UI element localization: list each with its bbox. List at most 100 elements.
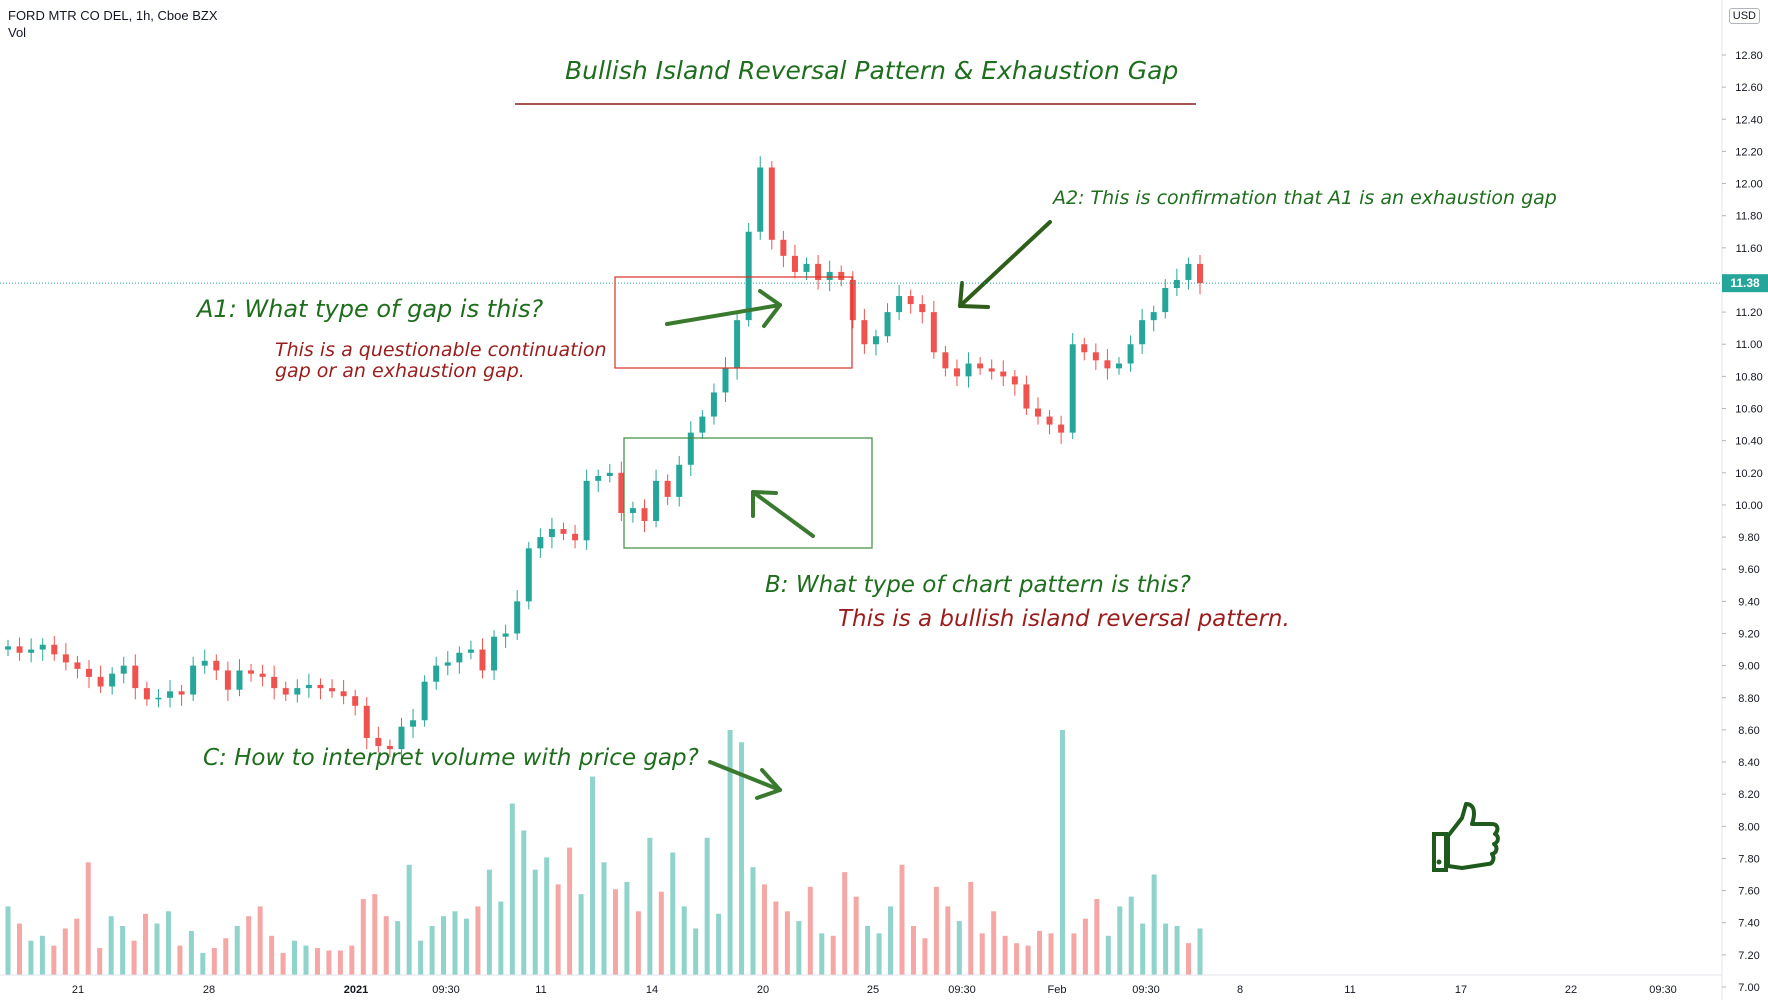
volume-bar: [177, 945, 183, 975]
candle-body: [953, 368, 960, 377]
volume-bar: [257, 906, 263, 975]
volume-bar: [395, 921, 401, 975]
volume-bar: [612, 889, 618, 975]
arrow-to-island: [751, 490, 815, 538]
volume-bar: [314, 948, 320, 975]
candle-body: [768, 167, 775, 240]
candle-body: [271, 676, 278, 689]
c-question: C: How to interpret volume with price ga…: [203, 745, 699, 771]
candle-body: [872, 336, 879, 345]
price-tick-label: 12.40: [1735, 114, 1763, 126]
volume-bar: [624, 881, 630, 975]
candle-body: [1127, 344, 1134, 364]
volume-bar: [211, 948, 217, 975]
volume-bar: [223, 938, 229, 975]
price-axis: 7.00 7.20 7.40 7.60 7.80 8.00 8.20 8.40 8.60 8.80…: [1721, 0, 1768, 1000]
a1-answer-line2: gap or an exhaustion gap.: [275, 360, 525, 382]
candle-body: [421, 681, 428, 721]
volume-bar: [74, 918, 80, 975]
volume-bar: [739, 742, 745, 975]
candle-body: [386, 745, 393, 750]
symbol-legend[interactable]: FORD MTR CO DEL, 1h, Cboe BZX: [8, 8, 218, 23]
volume-bar: [601, 862, 607, 975]
arrow-to-volume: [708, 760, 782, 800]
volume-bar: [16, 923, 22, 975]
volume-bar: [888, 906, 894, 975]
candle-body: [641, 508, 648, 521]
candle-body: [710, 392, 717, 417]
candle-body: [780, 239, 787, 256]
a2-annotation: A2: This is confirmation that A1 is an e…: [1053, 187, 1557, 209]
candle-body: [988, 368, 995, 372]
volume-bar: [1071, 933, 1077, 975]
price-tick-label: 12.80: [1735, 50, 1763, 62]
volume-legend[interactable]: Vol: [8, 25, 27, 40]
volume-bar: [326, 950, 332, 975]
candle-body: [1185, 263, 1192, 280]
volume-bar: [761, 884, 767, 975]
gap-highlight-box: [614, 276, 853, 369]
candle-body: [1150, 312, 1157, 321]
volume-bar: [842, 872, 848, 975]
candle-body: [664, 480, 671, 497]
candle-body: [224, 670, 231, 690]
price-tick-label: 11.20: [1736, 307, 1763, 319]
candle-body: [155, 697, 162, 700]
price-tick-label: 9.20: [1738, 628, 1759, 640]
volume-bar: [28, 940, 34, 975]
candle-body: [525, 548, 532, 602]
price-tick-label: 11.60: [1736, 243, 1763, 255]
volume-bar: [1025, 945, 1031, 975]
price-tick-label: 7.00: [1738, 982, 1759, 994]
candle-body: [86, 668, 93, 677]
volume-bar: [406, 864, 412, 975]
volume-bar: [303, 945, 309, 975]
volume-bar: [819, 933, 825, 975]
candle-body: [699, 416, 706, 433]
candle-body: [1092, 352, 1099, 361]
candle-body: [398, 726, 405, 750]
volume-bar: [200, 952, 206, 975]
candle-body: [977, 363, 984, 369]
price-tick-label: 7.80: [1738, 853, 1759, 865]
candle-body: [143, 688, 150, 700]
price-tick-label: 11.00: [1736, 339, 1763, 351]
time-tick-label: 11: [1344, 984, 1355, 996]
price-tick-label: 8.00: [1738, 821, 1759, 833]
candle-body: [826, 271, 833, 280]
volume-bar: [796, 921, 802, 975]
candle-body: [583, 480, 590, 541]
candle-body: [236, 670, 243, 690]
currency-badge[interactable]: USD: [1728, 8, 1760, 24]
time-tick-label: 17: [1455, 984, 1467, 996]
candle-body: [676, 464, 683, 497]
price-tick-label: 12.00: [1735, 179, 1763, 191]
candle-body: [467, 649, 474, 653]
time-tick-label: 11: [535, 984, 546, 996]
candle-body: [259, 673, 266, 677]
candle-body: [213, 660, 220, 671]
island-highlight-box: [623, 437, 873, 549]
candle-body: [1000, 371, 1007, 377]
volume-bar: [429, 926, 435, 975]
volume-bar: [899, 864, 905, 975]
a1-answer-line1: This is a questionable continuation: [275, 339, 607, 361]
volume-bar: [188, 930, 194, 975]
volume-bar: [532, 869, 538, 975]
candle-body: [74, 662, 81, 669]
candle-body: [305, 684, 312, 689]
chart-title-annotation: Bullish Island Reversal Pattern & Exhaus…: [565, 56, 1179, 85]
volume-bar: [246, 916, 252, 975]
candle-body: [28, 649, 35, 653]
price-tick-label: 10.40: [1735, 436, 1763, 448]
candle-body: [734, 320, 741, 369]
volume-bar: [670, 852, 676, 975]
candle-body: [791, 255, 798, 272]
volume-bar: [1014, 943, 1020, 975]
candle-body: [838, 271, 845, 280]
volume-bar: [165, 911, 171, 975]
candle-body: [456, 652, 463, 663]
volume-bar: [269, 935, 275, 975]
time-tick-label: 25: [867, 984, 879, 996]
